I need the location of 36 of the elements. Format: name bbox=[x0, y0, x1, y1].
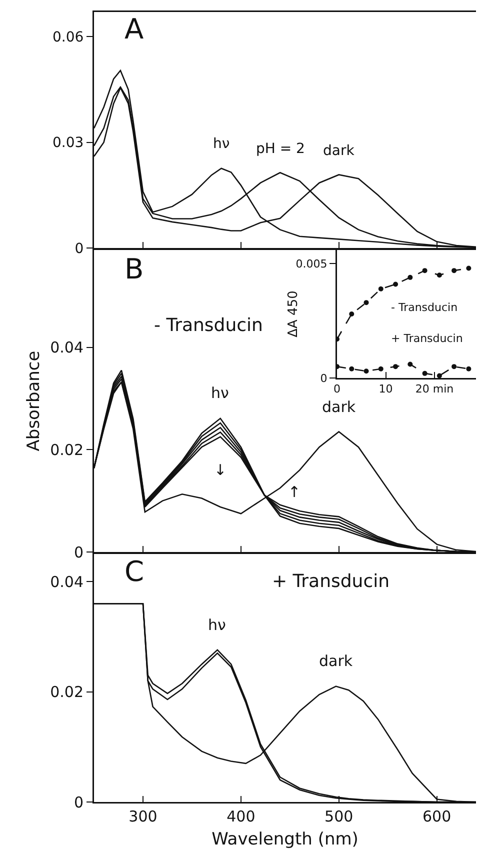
series-label: hν bbox=[211, 384, 229, 402]
y-tick-label: 0.06 bbox=[52, 30, 84, 46]
series-label: dark bbox=[323, 143, 356, 159]
y-tick-label: 0 bbox=[74, 793, 84, 812]
y-tick-label: 0.005 bbox=[296, 258, 328, 271]
x-tick-label: 500 bbox=[324, 808, 354, 826]
y-tick-label: 0.02 bbox=[50, 440, 84, 459]
y-tick-label: 0.03 bbox=[52, 135, 84, 152]
series-label: pH = 2 bbox=[256, 141, 305, 157]
series-label: hν bbox=[208, 616, 226, 634]
series-label: dark bbox=[319, 652, 353, 670]
y-axis-title: Absorbance bbox=[24, 350, 44, 452]
series-label: hν bbox=[213, 136, 230, 152]
text: + Transducin bbox=[272, 571, 390, 592]
chart-title: B bbox=[124, 252, 144, 286]
x-tick-label: 20 min bbox=[415, 382, 454, 396]
x-tick-label: 0 bbox=[334, 382, 340, 396]
x-tick-label: 10 bbox=[378, 382, 393, 396]
text: - Transducin bbox=[154, 315, 263, 336]
chart-title: C bbox=[124, 555, 144, 588]
y-tick-label: 0 bbox=[74, 240, 84, 257]
chart-title: A bbox=[124, 12, 144, 46]
x-tick-label: 600 bbox=[422, 808, 452, 826]
y-tick-label: 0.04 bbox=[50, 572, 84, 591]
y-tick-label: 0 bbox=[74, 543, 84, 562]
series-label: - Transducin bbox=[391, 301, 458, 314]
x-tick-label: 400 bbox=[226, 808, 256, 826]
y-tick-label: 0.04 bbox=[50, 338, 84, 356]
annotation: ↓ bbox=[214, 461, 227, 479]
x-tick-label: 300 bbox=[128, 808, 158, 826]
series-label: + Transducin bbox=[391, 332, 463, 345]
x-axis-title: Wavelength (nm) bbox=[212, 830, 358, 850]
y-tick-label: 0.02 bbox=[50, 683, 84, 702]
annotation: ↑ bbox=[288, 483, 301, 501]
y-axis-title: ΔA 450 bbox=[286, 290, 301, 338]
series-label: dark bbox=[322, 398, 356, 416]
